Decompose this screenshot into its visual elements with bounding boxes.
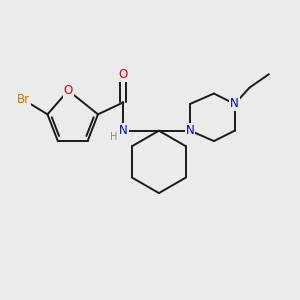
Text: Br: Br	[17, 93, 30, 106]
Text: N: N	[186, 124, 194, 137]
Text: N: N	[230, 98, 239, 110]
Text: O: O	[118, 68, 128, 81]
Text: N: N	[119, 124, 128, 137]
Text: H: H	[110, 132, 117, 142]
Text: O: O	[64, 84, 73, 97]
